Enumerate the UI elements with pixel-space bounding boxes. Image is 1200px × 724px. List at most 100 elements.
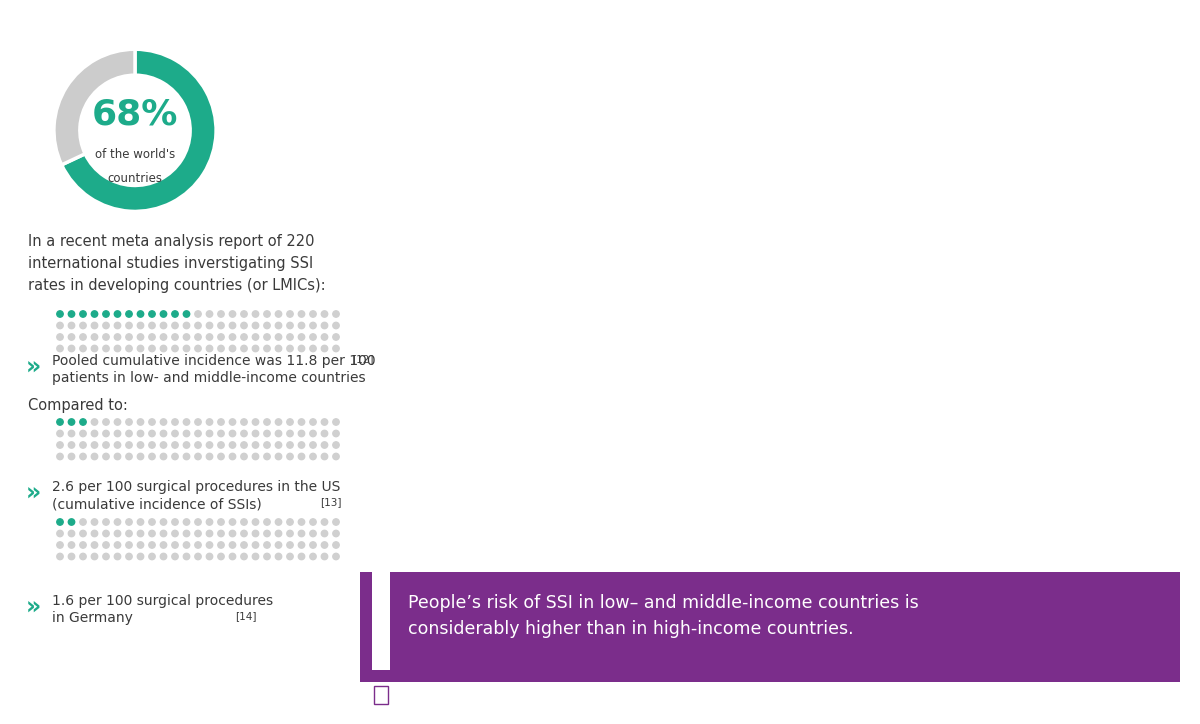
Circle shape <box>287 453 293 460</box>
Circle shape <box>114 542 121 548</box>
Circle shape <box>252 519 259 525</box>
Circle shape <box>310 345 317 352</box>
Circle shape <box>310 418 317 425</box>
Circle shape <box>206 453 212 460</box>
Circle shape <box>241 322 247 329</box>
Circle shape <box>184 530 190 536</box>
Circle shape <box>264 334 270 340</box>
Circle shape <box>332 519 340 525</box>
Circle shape <box>161 519 167 525</box>
Circle shape <box>194 442 202 448</box>
Text: in Germany: in Germany <box>52 611 133 625</box>
Circle shape <box>241 553 247 560</box>
Circle shape <box>149 519 155 525</box>
Circle shape <box>194 430 202 437</box>
Circle shape <box>287 311 293 317</box>
Circle shape <box>161 442 167 448</box>
Circle shape <box>91 442 97 448</box>
Circle shape <box>322 334 328 340</box>
Circle shape <box>56 442 64 448</box>
Circle shape <box>310 430 317 437</box>
Circle shape <box>56 345 64 352</box>
Circle shape <box>264 345 270 352</box>
Circle shape <box>161 453 167 460</box>
Circle shape <box>137 311 144 317</box>
Circle shape <box>241 542 247 548</box>
Circle shape <box>56 418 64 425</box>
Circle shape <box>322 553 328 560</box>
Circle shape <box>126 334 132 340</box>
Circle shape <box>275 334 282 340</box>
Circle shape <box>229 453 235 460</box>
Circle shape <box>126 345 132 352</box>
Circle shape <box>252 542 259 548</box>
Circle shape <box>252 345 259 352</box>
Circle shape <box>91 322 97 329</box>
Circle shape <box>79 553 86 560</box>
Circle shape <box>206 442 212 448</box>
Circle shape <box>264 430 270 437</box>
Circle shape <box>332 453 340 460</box>
Circle shape <box>322 453 328 460</box>
Circle shape <box>194 334 202 340</box>
Circle shape <box>172 553 179 560</box>
Circle shape <box>79 418 86 425</box>
Circle shape <box>241 334 247 340</box>
Circle shape <box>137 345 144 352</box>
Text: People’s risk of SSI in low– and middle-income countries is: People’s risk of SSI in low– and middle-… <box>408 594 919 612</box>
Circle shape <box>275 553 282 560</box>
Circle shape <box>218 322 224 329</box>
Circle shape <box>194 322 202 329</box>
Circle shape <box>161 418 167 425</box>
Circle shape <box>172 322 179 329</box>
Circle shape <box>56 334 64 340</box>
Circle shape <box>56 430 64 437</box>
Circle shape <box>114 430 121 437</box>
Circle shape <box>103 442 109 448</box>
Text: [12]: [12] <box>352 354 373 364</box>
Circle shape <box>149 322 155 329</box>
Circle shape <box>114 553 121 560</box>
Circle shape <box>229 418 235 425</box>
Circle shape <box>241 418 247 425</box>
Text: »: » <box>26 482 41 506</box>
Circle shape <box>103 519 109 525</box>
Circle shape <box>114 311 121 317</box>
Circle shape <box>264 311 270 317</box>
Circle shape <box>275 530 282 536</box>
Circle shape <box>103 453 109 460</box>
Circle shape <box>161 530 167 536</box>
Circle shape <box>275 442 282 448</box>
Circle shape <box>229 519 235 525</box>
Circle shape <box>229 311 235 317</box>
Circle shape <box>275 430 282 437</box>
Circle shape <box>194 542 202 548</box>
Circle shape <box>161 334 167 340</box>
Text: considerably higher than in high-income countries.: considerably higher than in high-income … <box>408 620 853 638</box>
Circle shape <box>194 418 202 425</box>
Circle shape <box>79 311 86 317</box>
Text: Compared to:: Compared to: <box>28 398 128 413</box>
Circle shape <box>172 345 179 352</box>
Text: (cumulative incidence of SSIs): (cumulative incidence of SSIs) <box>52 497 262 511</box>
Circle shape <box>194 311 202 317</box>
Circle shape <box>264 542 270 548</box>
Circle shape <box>126 530 132 536</box>
Circle shape <box>91 530 97 536</box>
Circle shape <box>161 542 167 548</box>
Circle shape <box>184 334 190 340</box>
Text: 2.6 per 100 surgical procedures in the US: 2.6 per 100 surgical procedures in the U… <box>52 480 341 494</box>
Circle shape <box>126 453 132 460</box>
Wedge shape <box>61 49 216 211</box>
Text: [13]: [13] <box>320 497 342 507</box>
Circle shape <box>79 530 86 536</box>
Circle shape <box>299 418 305 425</box>
Circle shape <box>149 542 155 548</box>
Circle shape <box>206 418 212 425</box>
Circle shape <box>79 519 86 525</box>
Circle shape <box>229 442 235 448</box>
Circle shape <box>310 530 317 536</box>
Circle shape <box>310 334 317 340</box>
Circle shape <box>299 530 305 536</box>
Circle shape <box>322 519 328 525</box>
